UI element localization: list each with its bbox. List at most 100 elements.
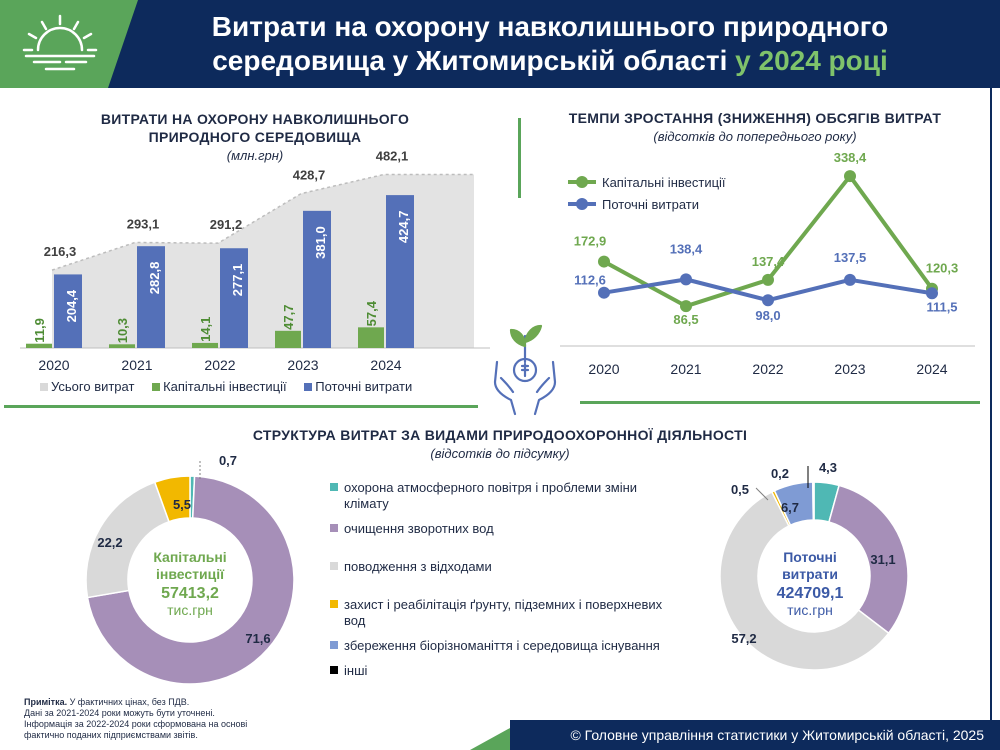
donut-slice — [719, 490, 890, 671]
legend-current-swatch — [304, 383, 313, 391]
line-category-label: 2024 — [916, 361, 947, 377]
eco-hands-icon — [493, 324, 557, 416]
donut-current-name-1: Поточні — [783, 549, 837, 565]
current-growth-point — [680, 273, 692, 286]
bar-chart: 11,9 204,4 216,3 2020 10,3 282,8 293,1 2021 14,1… — [20, 150, 490, 373]
donut-slice — [153, 475, 191, 523]
bar-chart-title: ВИТРАТИ НА ОХОРОНУ НАВКОЛИШНЬОГО ПРИРОДН… — [60, 110, 450, 146]
current-growth-point — [844, 273, 856, 286]
capital-growth-point — [680, 300, 692, 313]
line-category-label: 2020 — [588, 361, 619, 377]
title-year: у 2024 році — [735, 45, 888, 76]
current-legend-label: Поточні витрати — [602, 197, 699, 212]
capital-value-label: 14,1 — [198, 317, 213, 342]
bar-chart-subtitle: (млн.грн) — [226, 148, 284, 163]
capital-growth-label: 137,4 — [752, 254, 785, 269]
donut-capital-name-2: інвестиції — [155, 566, 225, 582]
donut-value-label: 5,5 — [173, 497, 191, 512]
footer-green-corner — [470, 728, 510, 750]
donut-slice — [828, 484, 909, 635]
capital-bar — [358, 327, 384, 348]
structure-subtitle: (відсотків до підсумку) — [430, 446, 570, 461]
legend-current-label: Поточні витрати — [315, 379, 413, 394]
legend-total-swatch — [40, 383, 48, 391]
legend-soil-swatch — [330, 600, 338, 608]
capital-growth-point — [598, 255, 610, 268]
line-category-label: 2023 — [834, 361, 865, 377]
sun-logo-icon — [22, 14, 98, 71]
title-line-2: середовища у Житомирській області у 2024… — [150, 44, 950, 78]
current-bar — [220, 248, 248, 348]
legend-wastewater: очищення зворотних вод — [330, 521, 680, 537]
legend-other-label: інші — [344, 663, 368, 678]
legend-biodiversity: збереження біорізноманіття і середовища … — [330, 638, 680, 654]
legend-atmosphere-swatch — [330, 483, 338, 491]
header-green-corner — [108, 0, 138, 88]
line-chart-subtitle: (відсотків до попереднього року) — [653, 129, 857, 144]
capital-growth-label: 120,3 — [926, 261, 959, 276]
divider-right-bottom — [580, 401, 980, 404]
donut-current: 4,3 31,1 57,2 0,5 6,7 0,2 — [719, 460, 909, 671]
capital-legend-label: Капітальні інвестиції — [602, 175, 726, 190]
legend-capital-label: Капітальні інвестиції — [163, 379, 287, 394]
current-bar — [54, 274, 82, 348]
structure-title: СТРУКТУРА ВИТРАТ ЗА ВИДАМИ ПРИРОДООХОРОН… — [252, 427, 748, 443]
note-line-3: Інформація за 2022-2024 роки сформована … — [24, 719, 248, 729]
header-bar — [0, 0, 1000, 88]
line-chart-title: ТЕМПИ ЗРОСТАННЯ (ЗНИЖЕННЯ) ОБСЯГІВ ВИТРА… — [568, 110, 942, 126]
donut-value-label: 4,3 — [819, 460, 837, 475]
current-value-label: 277,1 — [230, 264, 245, 297]
legend-waste-swatch — [330, 562, 338, 570]
current-growth-label: 138,4 — [670, 241, 703, 256]
bar-category-label: 2024 — [370, 357, 401, 373]
donut-current-name-2: витрати — [782, 566, 838, 582]
legend-waste: поводження з відходами — [330, 559, 680, 575]
donut-current-unit: тис.грн — [787, 602, 833, 618]
capital-growth-label: 172,9 — [574, 234, 607, 249]
legend-atmosphere: охорона атмосферного повітря і проблеми … — [330, 480, 680, 512]
legend-capital: Капітальні інвестиції — [152, 379, 287, 394]
divider-left-bottom — [4, 405, 478, 408]
donut-value-label: 22,2 — [97, 535, 122, 550]
capital-growth-point — [844, 170, 856, 183]
title-line-2-text: середовища у Житомирській області — [212, 45, 728, 76]
current-growth-label: 137,5 — [834, 250, 867, 265]
donut-current-center: Поточні витрати 424709,1 тис.грн — [750, 549, 870, 619]
bar-legend: Усього витрат Капітальні інвестиції Пото… — [40, 379, 480, 394]
capital-legend-marker — [576, 176, 588, 188]
donut-value-label: 0,5 — [731, 482, 749, 497]
capital-value-label: 10,3 — [115, 318, 130, 343]
legend-soil: захист і реабілітація ґрунту, підземних … — [330, 597, 680, 629]
current-bar — [137, 246, 165, 348]
footnote: Примітка. У фактичних цінах, без ПДВ. Да… — [24, 697, 324, 741]
total-value-label: 291,2 — [210, 217, 243, 232]
current-value-label: 424,7 — [396, 211, 411, 244]
divider-right-edge — [990, 88, 992, 720]
capital-bar — [192, 342, 218, 348]
legend-current: Поточні витрати — [304, 379, 412, 394]
donut-slice — [86, 475, 295, 685]
capital-value-label: 11,9 — [32, 318, 47, 343]
donut-leader-line — [755, 487, 769, 501]
current-growth-point — [926, 287, 938, 300]
legend-biodiversity-label: збереження біорізноманіття і середовища … — [344, 638, 660, 653]
donut-value-label: 0,2 — [771, 466, 789, 481]
capital-growth-label: 86,5 — [673, 312, 698, 327]
current-bar — [303, 210, 331, 348]
bar-category-label: 2020 — [38, 357, 69, 373]
legend-wastewater-swatch — [330, 524, 338, 532]
total-line — [51, 173, 474, 271]
current-growth-point — [598, 286, 610, 299]
total-value-label: 293,1 — [127, 216, 160, 231]
legend-total: Усього витрат — [40, 379, 134, 394]
footer-credit: © Головне управління статистики у Житоми… — [510, 720, 1000, 750]
total-value-label: 482,1 — [376, 150, 409, 163]
legend-atmosphere-label: охорона атмосферного повітря і проблеми … — [344, 480, 638, 511]
current-growth-point — [762, 294, 774, 307]
bar-category-label: 2023 — [287, 357, 318, 373]
current-legend-marker — [576, 198, 588, 210]
header-logo-block — [0, 0, 108, 88]
legend-soil-label: захист і реабілітація ґрунту, підземних … — [344, 597, 663, 628]
current-growth-label: 111,5 — [926, 299, 957, 314]
note-line-4: фактично поданих підприємствами звітів. — [24, 730, 198, 740]
